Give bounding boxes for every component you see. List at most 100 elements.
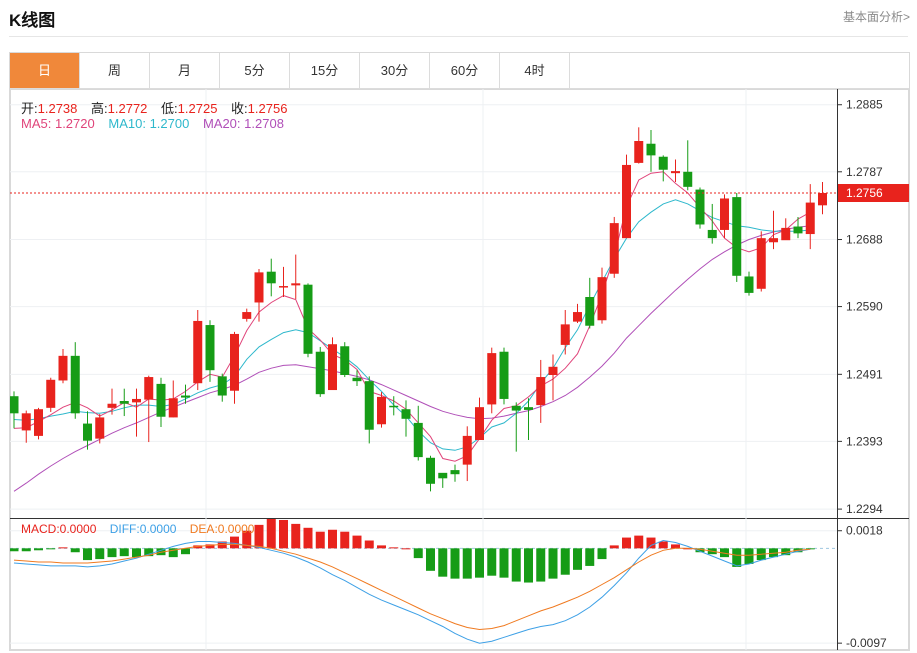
candle-body	[193, 320, 203, 384]
macd-tick-label: 0.0018	[846, 524, 883, 538]
candle-body	[573, 312, 582, 322]
candle-body	[83, 423, 92, 441]
candle-body	[622, 164, 631, 239]
ma20-info: MA20: 1.2708	[203, 116, 284, 131]
candle-body	[597, 277, 607, 321]
candle-body	[413, 422, 423, 458]
candle-body	[389, 405, 399, 408]
candle-body	[536, 377, 546, 406]
macd-bar	[83, 548, 92, 561]
diff-label: DIFF:	[109, 522, 140, 536]
candle-body	[328, 344, 337, 391]
macd-bar	[144, 548, 154, 557]
macd-bar	[695, 548, 705, 553]
ma20-value: 1.2708	[244, 116, 284, 131]
macd-bar	[438, 548, 448, 577]
macd-tick-label: -0.0097	[846, 636, 887, 650]
candle-body	[707, 229, 717, 239]
price-tick-label: 1.2294	[846, 502, 883, 516]
tab-month[interactable]: 月	[150, 53, 220, 88]
chart-frame	[10, 89, 909, 650]
candle-body	[671, 171, 680, 174]
tab-4hour[interactable]: 4时	[500, 53, 570, 88]
macd-bar	[21, 548, 31, 552]
macd-bar	[548, 548, 558, 579]
price-tick-label: 1.2491	[846, 367, 883, 381]
close-value: 1.2756	[247, 101, 288, 116]
macd-bar	[744, 548, 754, 564]
macd-bar	[732, 548, 742, 567]
macd-bar	[181, 548, 190, 555]
candle-body	[487, 353, 497, 405]
dea-line	[13, 543, 811, 631]
high-label: 高:	[91, 101, 108, 116]
candle-body	[205, 325, 215, 371]
macd-bar	[95, 548, 105, 560]
tab-30min[interactable]: 30分	[360, 53, 430, 88]
open-value: 1.2738	[37, 101, 78, 116]
candle-body	[132, 398, 141, 403]
candle-body	[21, 413, 31, 431]
tab-60min[interactable]: 60分	[430, 53, 500, 88]
candle-body	[217, 376, 227, 396]
tab-15min[interactable]: 15分	[290, 53, 360, 88]
candle-body	[352, 377, 362, 382]
macd-bar	[609, 545, 619, 549]
ohlc-info: 开:1.2738 高:1.2772 低:1.2725 收:1.2756	[21, 98, 297, 117]
tab-5min[interactable]: 5分	[220, 53, 290, 88]
candle-body	[646, 143, 656, 156]
macd-bar	[70, 548, 80, 553]
close-label: 收:	[231, 101, 248, 116]
macd-bar	[10, 548, 19, 552]
candle-body	[107, 403, 117, 408]
candle-body	[769, 238, 778, 243]
kline-chart[interactable]: 1.2885 1.2787 1.2688 1.2590 1.2491 1.2393 1.22…	[10, 89, 909, 650]
macd-bar	[622, 537, 631, 549]
ma-info: MA5: 1.2720 MA10: 1.2700 MA20: 1.2708	[21, 116, 294, 131]
header-divider	[9, 36, 908, 37]
ma5-info: MA5: 1.2720	[21, 116, 95, 131]
macd-bar	[58, 547, 68, 549]
macd-bar	[499, 548, 509, 578]
dea-label: DEA:	[189, 522, 218, 536]
macd-bar	[536, 548, 546, 582]
macd-bar	[230, 536, 239, 549]
page-title: K线图	[9, 11, 56, 30]
ma10-line	[13, 199, 811, 451]
candle-body	[585, 297, 595, 326]
candle-body	[46, 379, 56, 408]
candle-body	[438, 472, 448, 479]
candle-body	[818, 193, 827, 206]
candle-body	[10, 396, 19, 414]
macd-bar	[401, 548, 411, 550]
candle-body	[401, 409, 411, 419]
tab-week[interactable]: 周	[80, 53, 150, 88]
macd-bar	[585, 548, 595, 566]
ma5-value: 1.2720	[54, 116, 95, 131]
candle-body	[168, 398, 178, 418]
candle-body	[377, 396, 386, 425]
price-tick-label: 1.2590	[846, 300, 883, 314]
kline-panel: 日 周 月 5分 15分 30分 60分 4时 1.2885 1.2787 1.26…	[9, 52, 910, 651]
diff-value: 0.0000	[139, 522, 177, 536]
diff-info-item: DIFF:0.0000	[110, 522, 177, 536]
macd-label: MACD:	[21, 522, 60, 536]
fundamental-analysis-link[interactable]: 基本面分析>	[842, 10, 910, 24]
open-label: 开:	[21, 101, 38, 116]
candle-body	[658, 156, 668, 170]
period-tabs: 日 周 月 5分 15分 30分 60分 4时	[10, 53, 909, 89]
candle-body	[560, 324, 570, 345]
macd-bar	[291, 523, 301, 549]
candle-body	[475, 407, 484, 440]
tab-day[interactable]: 日	[10, 53, 80, 88]
low-label: 低:	[161, 101, 178, 116]
macd-bar	[352, 535, 362, 549]
macd-bar	[646, 537, 656, 549]
candle-body	[144, 377, 154, 400]
macd-bar	[671, 544, 680, 549]
macd-bar	[303, 527, 313, 549]
price-tick-label: 1.2787	[846, 165, 883, 179]
ma10-label: MA10:	[108, 116, 146, 131]
candle-body	[95, 417, 105, 439]
macd-bar	[658, 541, 668, 549]
